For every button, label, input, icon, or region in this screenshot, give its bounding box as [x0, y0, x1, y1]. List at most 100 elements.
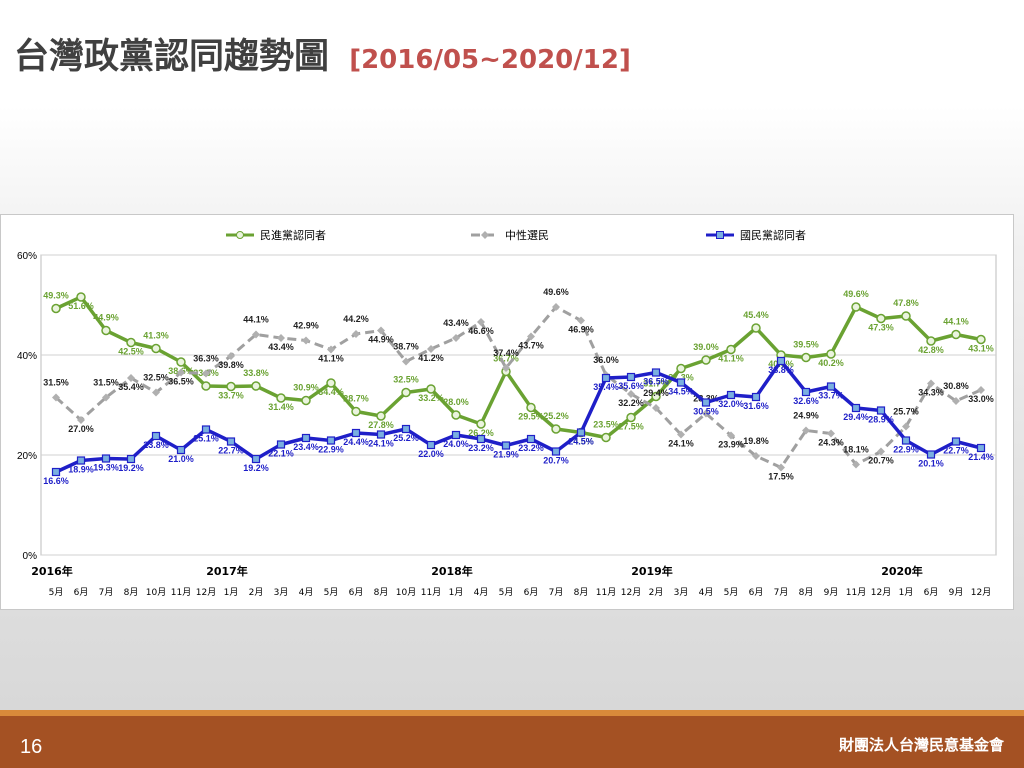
data-label-neutral: 25.7% — [893, 407, 919, 417]
data-point-neutral — [927, 379, 935, 388]
data-label-neutral: 38.7% — [393, 342, 419, 352]
x-tick-label: 4月 — [299, 587, 314, 598]
x-tick-label: 5月 — [499, 587, 514, 598]
data-label-kmt: 19.2% — [243, 463, 269, 473]
data-point-neutral — [427, 345, 435, 353]
year-label: 2020年 — [881, 564, 923, 578]
data-label-dpp: 29.5% — [518, 412, 544, 422]
x-tick-label: 1月 — [449, 587, 464, 598]
data-label-kmt: 32.0% — [718, 399, 744, 409]
data-point-kmt — [226, 437, 236, 446]
data-point-dpp — [201, 381, 211, 391]
series-line-neutral — [54, 305, 982, 469]
x-tick-label: 12月 — [971, 587, 991, 598]
data-label-dpp: 42.5% — [118, 347, 144, 357]
data-point-dpp — [76, 292, 86, 302]
x-tick-label: 8月 — [374, 587, 389, 598]
data-label-dpp: 47.3% — [868, 323, 894, 333]
data-point-neutral — [752, 452, 760, 460]
data-label-dpp: 24.5% — [568, 437, 594, 447]
data-point-dpp — [176, 357, 186, 367]
x-tick-label: 5月 — [49, 587, 64, 598]
data-label-dpp: 42.8% — [918, 345, 944, 355]
data-label-dpp: 33.8% — [243, 368, 269, 378]
data-point-dpp — [376, 411, 386, 421]
data-label-neutral: 32.5% — [143, 373, 169, 383]
data-point-dpp — [676, 363, 686, 374]
legend-label-neutral: 中性選民 — [505, 228, 549, 242]
data-point-dpp — [926, 336, 936, 346]
data-label-kmt: 35.4% — [593, 382, 619, 392]
data-label-kmt: 18.9% — [68, 465, 94, 475]
data-point-kmt — [176, 445, 186, 455]
title-text: 台灣政黨認同趨勢圖 — [14, 37, 330, 77]
data-point-neutral — [152, 388, 160, 397]
data-label-kmt: 23.8% — [143, 440, 169, 450]
data-label-dpp: 51.6% — [68, 301, 94, 311]
data-point-kmt — [726, 390, 736, 400]
data-point-neutral — [702, 409, 710, 418]
data-label-dpp: 31.4% — [268, 402, 294, 412]
x-tick-label: 2月 — [649, 587, 664, 598]
data-point-kmt — [451, 430, 461, 440]
data-point-dpp — [701, 355, 711, 365]
data-point-neutral — [477, 318, 485, 326]
data-label-dpp: 27.5% — [618, 422, 644, 432]
data-point-dpp — [401, 387, 411, 398]
data-label-neutral: 30.8% — [943, 381, 969, 391]
data-point-dpp — [476, 419, 486, 429]
x-tick-label: 3月 — [274, 587, 289, 598]
data-label-dpp: 30.9% — [293, 383, 319, 393]
data-point-kmt — [976, 443, 986, 453]
data-label-dpp: 34.4% — [318, 387, 344, 397]
data-label-dpp: 26.2% — [468, 428, 494, 438]
data-point-dpp — [876, 313, 886, 324]
x-tick-label: 7月 — [774, 587, 789, 598]
data-point-neutral — [952, 397, 960, 405]
data-label-kmt: 24.4% — [343, 437, 369, 447]
data-label-dpp: 44.1% — [943, 317, 969, 327]
data-point-dpp — [801, 352, 811, 363]
data-point-dpp — [251, 381, 261, 391]
data-point-dpp — [726, 344, 736, 355]
data-label-kmt: 22.0% — [418, 449, 444, 459]
data-label-neutral: 27.0% — [68, 424, 94, 434]
data-point-dpp — [626, 412, 636, 423]
data-label-dpp: 44.9% — [93, 313, 119, 323]
data-label-neutral: 41.2% — [418, 353, 444, 363]
x-tick-label: 8月 — [799, 587, 814, 598]
data-point-neutral — [127, 374, 135, 382]
data-point-dpp — [526, 402, 536, 413]
data-label-neutral: 17.5% — [768, 472, 794, 482]
data-label-neutral: 31.5% — [43, 378, 69, 388]
data-point-neutral — [977, 386, 985, 394]
data-label-neutral: 36.5% — [168, 377, 194, 387]
data-point-neutral — [302, 336, 310, 345]
data-point-kmt — [801, 387, 811, 397]
x-tick-label: 11月 — [596, 587, 616, 598]
data-point-kmt — [151, 431, 161, 441]
x-tick-label: 6月 — [349, 587, 364, 598]
x-tick-label: 11月 — [421, 587, 441, 598]
data-point-neutral — [677, 430, 685, 439]
data-label-neutral: 19.8% — [743, 436, 769, 446]
data-point-kmt — [626, 372, 636, 382]
data-point-kmt — [651, 368, 661, 377]
chart-frame: 0% 20% 40% 60% 5月 6月 7月 8月 10月 11月 12月 1月 2月 3月 4月 5月 6月… — [0, 214, 1014, 610]
data-label-kmt: 20.1% — [918, 459, 944, 469]
data-label-neutral: 34.3% — [918, 388, 944, 398]
data-label-neutral: 37.4% — [493, 348, 519, 358]
x-tick-label: 11月 — [171, 587, 191, 598]
data-point-kmt — [926, 450, 936, 459]
data-point-kmt — [501, 441, 511, 450]
data-label-neutral: 43.7% — [518, 341, 544, 351]
data-point-kmt — [526, 434, 536, 444]
data-point-kmt — [551, 447, 561, 456]
data-point-neutral — [727, 431, 735, 440]
data-label-dpp: 27.8% — [368, 420, 394, 430]
data-label-kmt: 28.9% — [868, 415, 894, 425]
data-label-dpp: 39.5% — [793, 340, 819, 350]
x-tick-label: 8月 — [124, 587, 139, 598]
data-label-neutral: 44.2% — [343, 314, 369, 324]
data-point-dpp — [276, 393, 286, 403]
